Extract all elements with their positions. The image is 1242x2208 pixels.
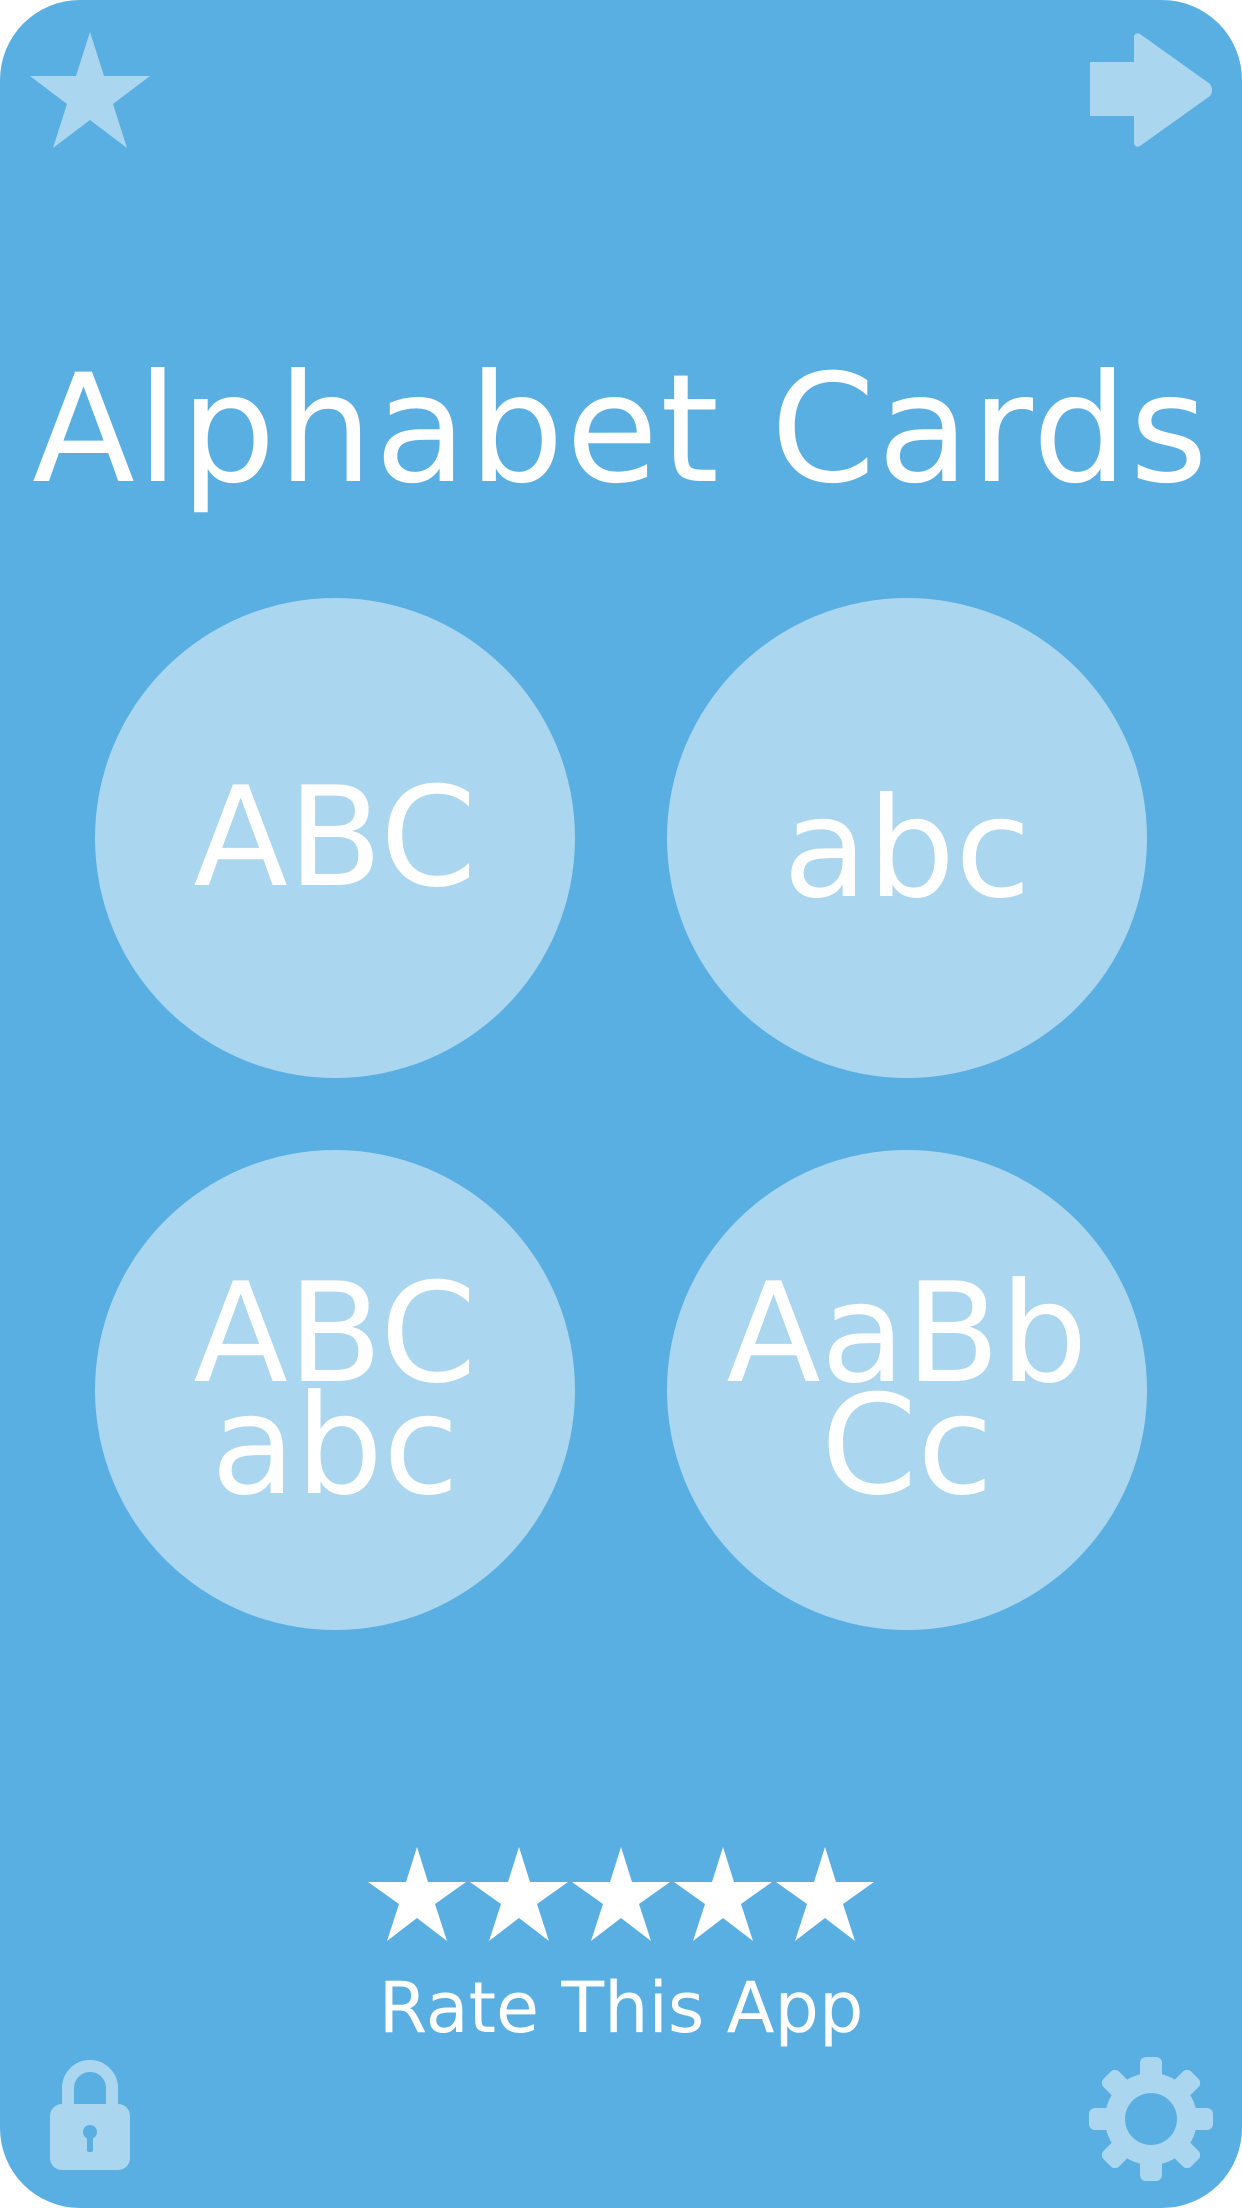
rate-app-label: Rate This App <box>378 1967 864 2049</box>
rating-stars <box>0 1846 1242 1942</box>
settings-button[interactable] <box>1088 2056 1214 2182</box>
lock-icon <box>50 2060 130 2170</box>
star-icon <box>30 32 150 148</box>
option-label: ABC <box>193 757 477 918</box>
favorite-button[interactable] <box>28 30 152 148</box>
option-label-line-2: abc <box>210 1365 460 1526</box>
upper-and-lower-button[interactable]: ABC abc <box>95 1150 575 1630</box>
parental-lock-button[interactable] <box>48 2060 132 2172</box>
page-title: Alphabet Cards <box>32 343 1210 517</box>
option-label-line-1: AaBb <box>726 1253 1088 1414</box>
star-icon <box>470 1847 568 1941</box>
option-label-line-2: Cc <box>820 1365 994 1526</box>
lowercase-button[interactable]: abc <box>667 598 1147 1078</box>
rate-app-button[interactable]: Rate This App <box>0 1846 1242 2048</box>
star-icon <box>368 1847 466 1941</box>
next-button[interactable] <box>1088 32 1214 148</box>
arrow-right-icon <box>1090 33 1212 147</box>
star-icon <box>776 1847 874 1941</box>
gear-icon <box>1089 2057 1213 2181</box>
star-icon <box>572 1847 670 1941</box>
option-label-line-1: ABC <box>193 1253 477 1414</box>
option-label: abc <box>782 768 1032 929</box>
star-icon <box>674 1847 772 1941</box>
uppercase-button[interactable]: ABC <box>95 598 575 1078</box>
letter-pairs-button[interactable]: AaBb Cc <box>667 1150 1147 1630</box>
